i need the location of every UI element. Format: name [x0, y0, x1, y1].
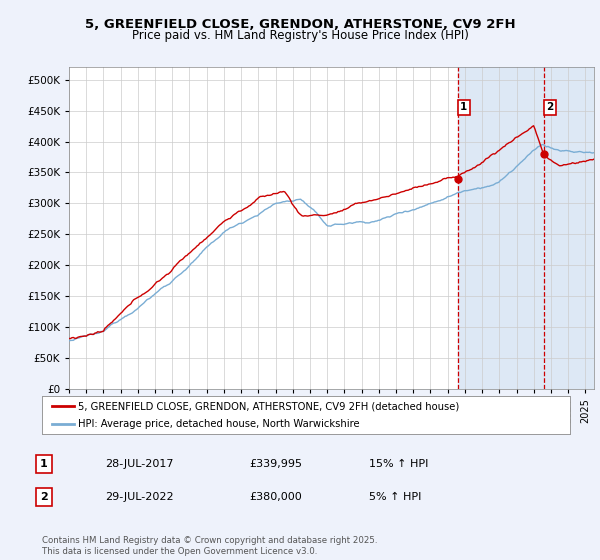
Text: 28-JUL-2017: 28-JUL-2017	[105, 459, 173, 469]
Text: £380,000: £380,000	[249, 492, 302, 502]
Text: 2: 2	[547, 102, 554, 113]
Text: 15% ↑ HPI: 15% ↑ HPI	[369, 459, 428, 469]
Text: 5% ↑ HPI: 5% ↑ HPI	[369, 492, 421, 502]
Text: HPI: Average price, detached house, North Warwickshire: HPI: Average price, detached house, Nort…	[78, 419, 359, 429]
Text: 1: 1	[460, 102, 467, 113]
Text: 1: 1	[40, 459, 47, 469]
Text: 29-JUL-2022: 29-JUL-2022	[105, 492, 173, 502]
Text: 5, GREENFIELD CLOSE, GRENDON, ATHERSTONE, CV9 2FH: 5, GREENFIELD CLOSE, GRENDON, ATHERSTONE…	[85, 18, 515, 31]
Text: 2: 2	[40, 492, 47, 502]
Text: 5, GREENFIELD CLOSE, GRENDON, ATHERSTONE, CV9 2FH (detached house): 5, GREENFIELD CLOSE, GRENDON, ATHERSTONE…	[78, 401, 459, 411]
Text: Price paid vs. HM Land Registry's House Price Index (HPI): Price paid vs. HM Land Registry's House …	[131, 29, 469, 42]
Text: £339,995: £339,995	[249, 459, 302, 469]
Bar	[458, 67, 594, 389]
Text: Contains HM Land Registry data © Crown copyright and database right 2025.
This d: Contains HM Land Registry data © Crown c…	[42, 536, 377, 556]
